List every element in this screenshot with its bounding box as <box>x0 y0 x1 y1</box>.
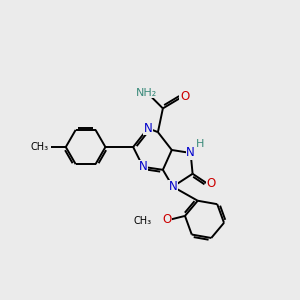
Text: N: N <box>168 180 177 193</box>
Text: N: N <box>144 122 152 135</box>
Text: O: O <box>207 177 216 190</box>
Text: N: N <box>186 146 195 160</box>
Text: CH₃: CH₃ <box>133 216 151 226</box>
Text: O: O <box>163 213 172 226</box>
Text: O: O <box>180 90 189 103</box>
Text: H: H <box>196 139 205 149</box>
Text: N: N <box>139 160 147 173</box>
Text: CH₃: CH₃ <box>31 142 49 152</box>
Text: NH₂: NH₂ <box>135 88 157 98</box>
